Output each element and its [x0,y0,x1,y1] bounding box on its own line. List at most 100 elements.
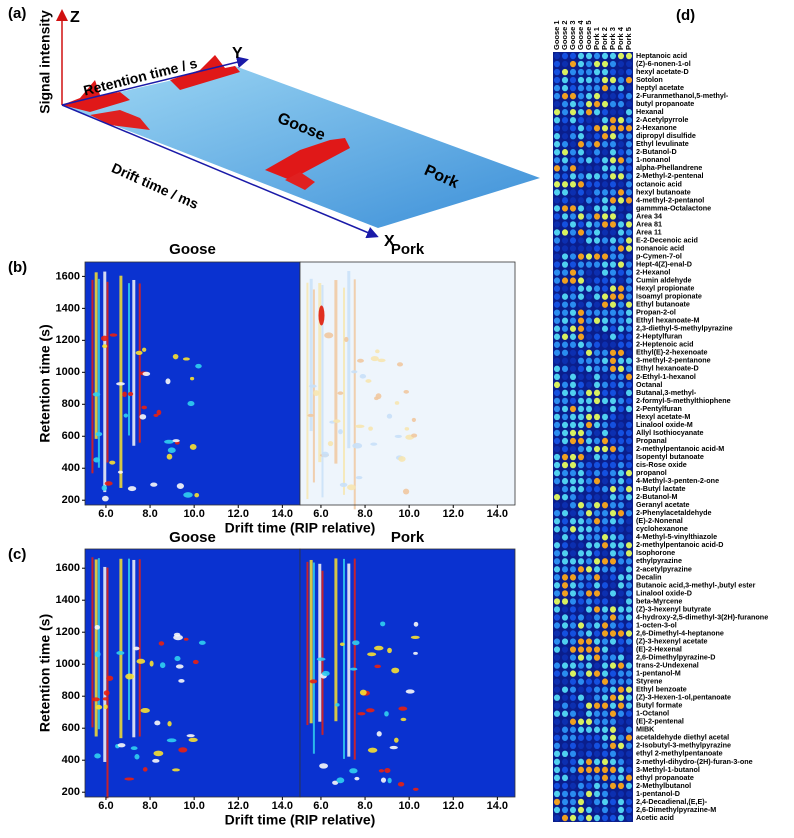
cell [609,381,617,389]
cell [625,501,633,509]
compound-label: Heptanoic acid [636,51,687,60]
cell [593,534,601,541]
cell [569,421,577,429]
cell [585,814,593,822]
cell [601,742,609,750]
streak [318,563,322,722]
compound-label: 4-Methyl-5-vinylthiazole [636,532,717,541]
spot [321,451,329,458]
cell [585,181,593,188]
axis-letter: X [384,233,395,250]
cell [625,429,633,437]
cell [625,542,633,549]
compound-label: Ethyl hexanoate-M [636,316,700,325]
y-tick-label: 1600 [56,270,80,282]
cell [617,341,625,348]
cell [561,461,569,469]
cell [569,84,577,92]
sample-label: Goose 4 [576,20,585,50]
cell [601,534,609,541]
cell [609,534,617,541]
cell [561,52,569,60]
cell [609,678,617,685]
cell [601,734,609,741]
cell [561,116,569,124]
cell [577,526,585,533]
cell [593,790,601,798]
cell [585,413,593,421]
streak [334,280,338,464]
cell [553,598,561,605]
spot [355,424,365,428]
cell [561,790,569,798]
compound-label: nonanoic acid [636,243,684,252]
cell [625,670,633,677]
spot [309,679,318,684]
cell [609,574,617,581]
cell [617,52,625,60]
cell [617,245,625,252]
cell [617,68,625,76]
cell [609,790,617,798]
spot [396,362,404,367]
cell [617,574,625,581]
cell [617,654,625,661]
cell [617,133,625,140]
cell [561,646,569,653]
spot [324,332,334,339]
cell [609,349,617,356]
cell [569,662,577,669]
cell [553,149,561,156]
streak [106,281,109,463]
cell [609,269,617,276]
cell [561,534,569,541]
cell [617,60,625,68]
cell [561,92,569,100]
spot [413,651,418,655]
cell [585,173,593,180]
x-tick-label: 6.0 [313,800,328,812]
cell [601,405,609,413]
cell [553,293,561,300]
cell [601,542,609,549]
spot [100,335,109,342]
spot [316,657,326,661]
cell [593,213,601,220]
cell [609,309,617,316]
cell [561,550,569,557]
cell [553,806,561,814]
cell [593,590,601,597]
spot [122,391,127,398]
cell [553,790,561,798]
cell [601,68,609,76]
cell [553,68,561,76]
cell [561,654,569,661]
cell [577,413,585,421]
cell [617,718,625,725]
cell [625,60,633,68]
cell [569,726,577,733]
cell [577,806,585,814]
cell [569,718,577,725]
cell [553,349,561,356]
spot [391,667,400,674]
cell [561,68,569,76]
cell [561,84,569,92]
cell [553,542,561,549]
cell [625,509,633,517]
cell [617,774,625,782]
spot [182,357,190,361]
compound-label: ethylpyrazine [636,556,682,565]
cell [577,509,585,517]
cell [625,373,633,381]
cell [625,798,633,806]
compound-label: Cumin aldehyde [636,276,692,285]
cell [561,518,569,525]
spot [117,470,123,474]
cell [601,124,609,132]
compound-label: Styrene [636,677,662,686]
cell [585,582,593,589]
spot [123,413,128,418]
cell [601,453,609,461]
cell [625,333,633,340]
